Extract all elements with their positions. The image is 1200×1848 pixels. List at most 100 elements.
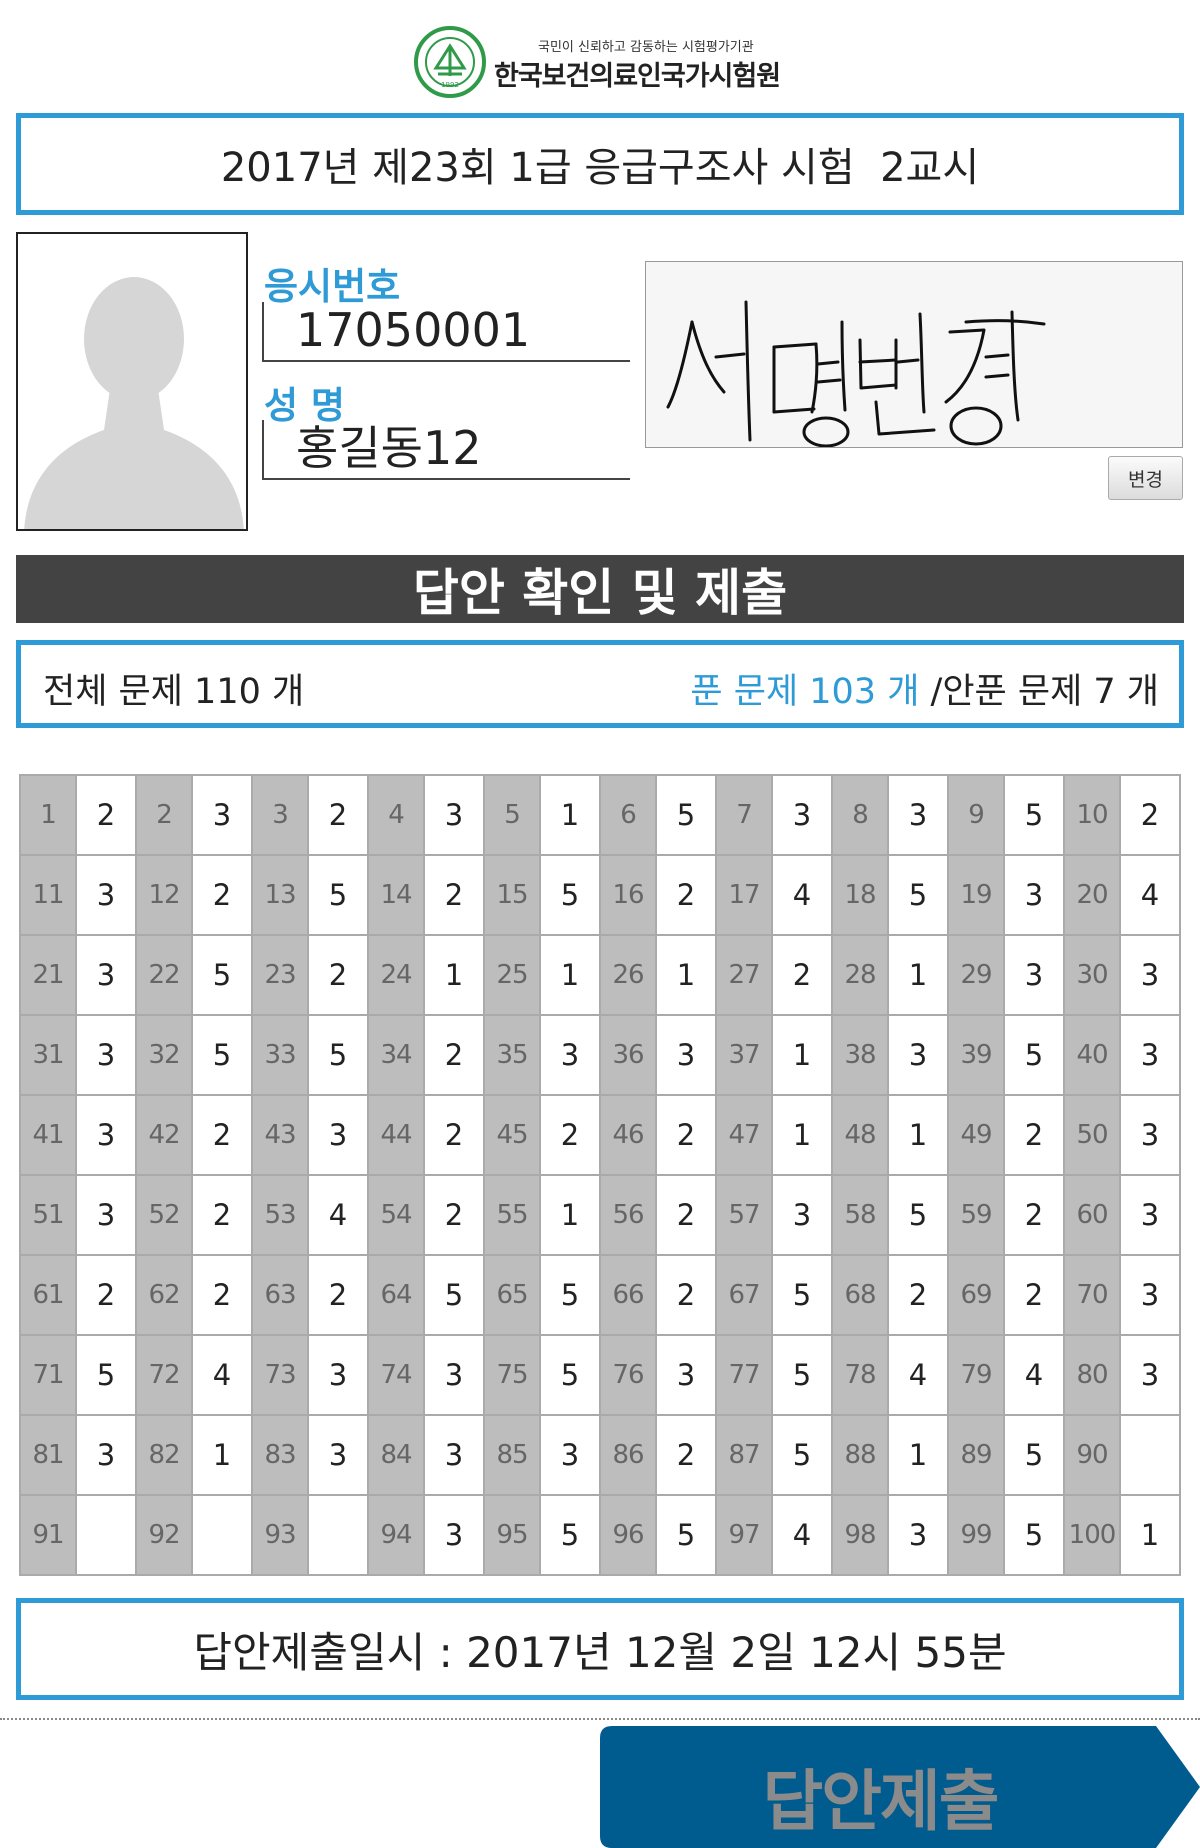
selected-answer[interactable]: 1: [771, 1094, 833, 1176]
selected-answer[interactable]: 3: [75, 1094, 137, 1176]
selected-answer[interactable]: 1: [539, 934, 601, 1016]
selected-answer[interactable]: 3: [1119, 1254, 1181, 1336]
selected-answer[interactable]: 4: [191, 1334, 253, 1416]
selected-answer[interactable]: 4: [771, 1494, 833, 1576]
selected-answer[interactable]: 1: [423, 934, 485, 1016]
selected-answer[interactable]: 4: [887, 1334, 949, 1416]
selected-answer[interactable]: 3: [771, 1174, 833, 1256]
selected-answer[interactable]: 3: [307, 1334, 369, 1416]
selected-answer[interactable]: 2: [887, 1254, 949, 1336]
selected-answer[interactable]: 3: [887, 774, 949, 856]
selected-answer[interactable]: 5: [307, 1014, 369, 1096]
selected-answer[interactable]: 5: [771, 1254, 833, 1336]
selected-answer[interactable]: 2: [423, 1094, 485, 1176]
selected-answer[interactable]: 3: [1119, 1334, 1181, 1416]
selected-answer[interactable]: 2: [191, 854, 253, 936]
selected-answer[interactable]: 3: [423, 1334, 485, 1416]
selected-answer[interactable]: 3: [1003, 854, 1065, 936]
selected-answer[interactable]: 5: [887, 1174, 949, 1256]
selected-answer[interactable]: 3: [887, 1014, 949, 1096]
selected-answer[interactable]: 3: [307, 1094, 369, 1176]
selected-answer[interactable]: [307, 1494, 369, 1576]
selected-answer[interactable]: 3: [75, 1174, 137, 1256]
selected-answer[interactable]: 5: [1003, 774, 1065, 856]
selected-answer[interactable]: 2: [307, 774, 369, 856]
selected-answer[interactable]: 5: [1003, 1014, 1065, 1096]
selected-answer[interactable]: 1: [887, 1414, 949, 1496]
selected-answer[interactable]: 3: [1119, 1174, 1181, 1256]
selected-answer[interactable]: 2: [191, 1094, 253, 1176]
selected-answer[interactable]: 2: [655, 1414, 717, 1496]
selected-answer[interactable]: 2: [75, 1254, 137, 1336]
selected-answer[interactable]: 3: [423, 1414, 485, 1496]
selected-answer[interactable]: 3: [307, 1414, 369, 1496]
selected-answer[interactable]: 2: [1119, 774, 1181, 856]
selected-answer[interactable]: 5: [655, 1494, 717, 1576]
selected-answer[interactable]: 1: [771, 1014, 833, 1096]
selected-answer[interactable]: 5: [771, 1334, 833, 1416]
selected-answer[interactable]: 5: [423, 1254, 485, 1336]
selected-answer[interactable]: 4: [307, 1174, 369, 1256]
selected-answer[interactable]: 3: [1119, 934, 1181, 1016]
selected-answer[interactable]: 3: [75, 1014, 137, 1096]
selected-answer[interactable]: 2: [539, 1094, 601, 1176]
selected-answer[interactable]: [191, 1494, 253, 1576]
selected-answer[interactable]: 3: [1003, 934, 1065, 1016]
selected-answer[interactable]: 3: [191, 774, 253, 856]
selected-answer[interactable]: 3: [75, 854, 137, 936]
selected-answer[interactable]: 5: [539, 1334, 601, 1416]
selected-answer[interactable]: 2: [307, 934, 369, 1016]
selected-answer[interactable]: 5: [655, 774, 717, 856]
selected-answer[interactable]: 2: [655, 1174, 717, 1256]
selected-answer[interactable]: 3: [423, 1494, 485, 1576]
selected-answer[interactable]: 5: [307, 854, 369, 936]
selected-answer[interactable]: 3: [539, 1014, 601, 1096]
selected-answer[interactable]: 2: [655, 1254, 717, 1336]
selected-answer[interactable]: 5: [771, 1414, 833, 1496]
selected-answer[interactable]: 1: [655, 934, 717, 1016]
selected-answer[interactable]: 3: [423, 774, 485, 856]
selected-answer[interactable]: 4: [1003, 1334, 1065, 1416]
selected-answer[interactable]: 5: [539, 1254, 601, 1336]
selected-answer[interactable]: 3: [655, 1334, 717, 1416]
selected-answer[interactable]: 2: [423, 1014, 485, 1096]
selected-answer[interactable]: 2: [1003, 1254, 1065, 1336]
selected-answer[interactable]: 3: [1119, 1014, 1181, 1096]
selected-answer[interactable]: 3: [1119, 1094, 1181, 1176]
selected-answer[interactable]: 5: [191, 1014, 253, 1096]
selected-answer[interactable]: 3: [539, 1414, 601, 1496]
selected-answer[interactable]: 5: [887, 854, 949, 936]
signature-pad[interactable]: [645, 261, 1183, 448]
selected-answer[interactable]: 2: [655, 854, 717, 936]
selected-answer[interactable]: 1: [887, 1094, 949, 1176]
selected-answer[interactable]: 1: [539, 1174, 601, 1256]
change-signature-button[interactable]: 변경: [1108, 456, 1183, 500]
selected-answer[interactable]: 1: [539, 774, 601, 856]
selected-answer[interactable]: 5: [75, 1334, 137, 1416]
selected-answer[interactable]: 3: [887, 1494, 949, 1576]
selected-answer[interactable]: 1: [1119, 1494, 1181, 1576]
selected-answer[interactable]: 2: [191, 1174, 253, 1256]
selected-answer[interactable]: [75, 1494, 137, 1576]
selected-answer[interactable]: 5: [1003, 1494, 1065, 1576]
selected-answer[interactable]: 1: [191, 1414, 253, 1496]
selected-answer[interactable]: 1: [887, 934, 949, 1016]
selected-answer[interactable]: 4: [771, 854, 833, 936]
selected-answer[interactable]: 2: [1003, 1174, 1065, 1256]
selected-answer[interactable]: 2: [423, 1174, 485, 1256]
submit-answers-button[interactable]: 답안제출: [600, 1726, 1200, 1848]
selected-answer[interactable]: 3: [75, 1414, 137, 1496]
selected-answer[interactable]: 3: [771, 774, 833, 856]
selected-answer[interactable]: 3: [655, 1014, 717, 1096]
selected-answer[interactable]: 2: [75, 774, 137, 856]
selected-answer[interactable]: 5: [191, 934, 253, 1016]
selected-answer[interactable]: 5: [539, 854, 601, 936]
selected-answer[interactable]: 2: [423, 854, 485, 936]
selected-answer[interactable]: 2: [307, 1254, 369, 1336]
selected-answer[interactable]: 5: [1003, 1414, 1065, 1496]
selected-answer[interactable]: 4: [1119, 854, 1181, 936]
selected-answer[interactable]: 5: [539, 1494, 601, 1576]
selected-answer[interactable]: 2: [655, 1094, 717, 1176]
selected-answer[interactable]: 3: [75, 934, 137, 1016]
selected-answer[interactable]: 2: [1003, 1094, 1065, 1176]
